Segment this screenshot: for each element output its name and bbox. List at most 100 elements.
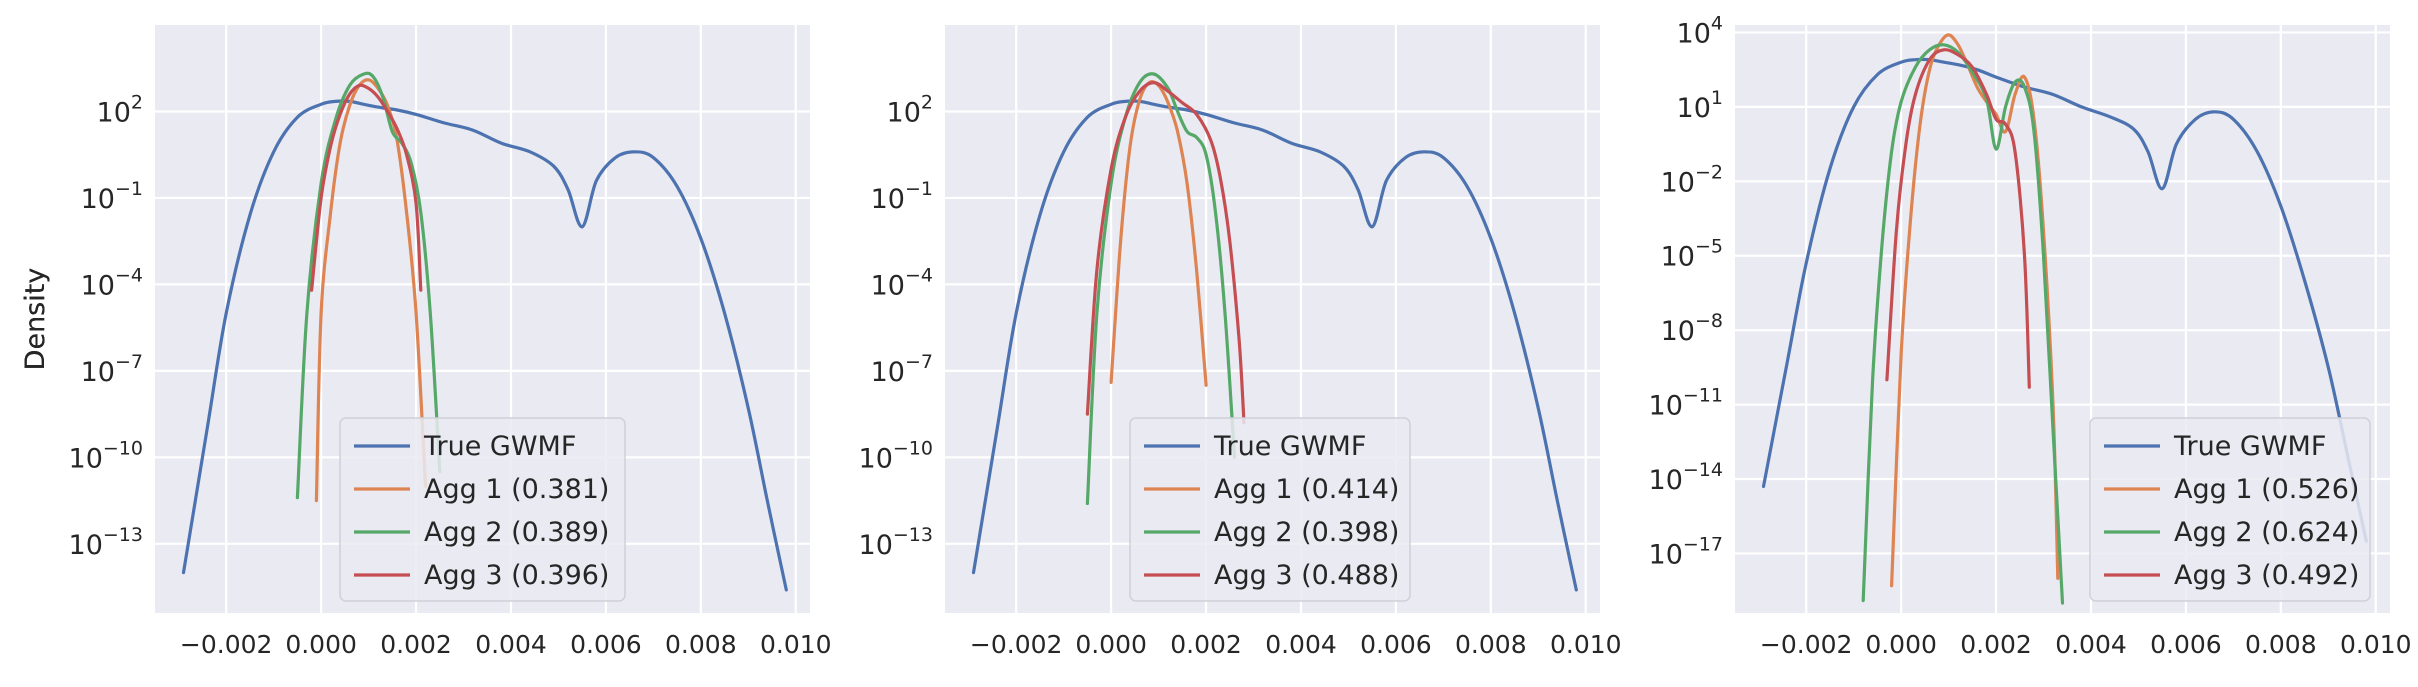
y-tick-base: 10 bbox=[1649, 539, 1683, 570]
subplot-1: −0.002 0.000 0.002 0.004 0.006 0.008 0.0101021… bbox=[20, 25, 832, 659]
y-tick-exponent: −14 bbox=[1683, 459, 1723, 481]
series-line-1 bbox=[314, 78, 428, 503]
y-tick-label: 10−10 bbox=[859, 437, 933, 474]
x-tick-label: −0.002 bbox=[1760, 630, 1853, 659]
x-tick-label: 0.000 bbox=[285, 630, 357, 659]
y-tick-exponent: 4 bbox=[1711, 12, 1723, 34]
legend-label: Agg 2 (0.398) bbox=[1214, 517, 1399, 548]
y-tick-label: 10−8 bbox=[1661, 310, 1723, 347]
y-tick-exponent: −1 bbox=[905, 178, 933, 200]
y-tick-base: 10 bbox=[1677, 18, 1711, 49]
y-tick-label: 101 bbox=[1677, 87, 1723, 124]
y-tick-exponent: 1 bbox=[1711, 87, 1723, 109]
y-axis-label: Density bbox=[20, 268, 51, 371]
x-tick-label: 0.008 bbox=[665, 630, 737, 659]
y-tick-exponent: −1 bbox=[115, 178, 143, 200]
legend: True GWMF Agg 1 (0.414) Agg 2 (0.398) Agg 3… bbox=[1129, 417, 1411, 602]
legend-box bbox=[2089, 417, 2371, 602]
y-tick-base: 10 bbox=[871, 270, 905, 301]
y-tick-label: 10−1 bbox=[81, 178, 143, 215]
series-line-2 bbox=[1861, 43, 2065, 605]
x-tick-label: 0.000 bbox=[1865, 630, 1937, 659]
x-tick-label: 0.008 bbox=[2245, 630, 2317, 659]
legend-label: Agg 1 (0.381) bbox=[424, 474, 609, 505]
y-tick-base: 10 bbox=[81, 357, 115, 388]
series-line-0 bbox=[971, 99, 1578, 592]
legend-label: Agg 2 (0.624) bbox=[2174, 517, 2359, 548]
y-tick-base: 10 bbox=[1649, 391, 1683, 422]
y-tick-exponent: −4 bbox=[905, 264, 933, 286]
series-line-3 bbox=[310, 83, 423, 292]
y-tick-label: 10−5 bbox=[1661, 236, 1723, 273]
legend-label: Agg 1 (0.414) bbox=[1214, 474, 1399, 505]
legend-label: True GWMF bbox=[423, 431, 576, 462]
series-line-0 bbox=[1761, 57, 2368, 543]
y-tick-exponent: −17 bbox=[1683, 533, 1723, 555]
y-tick-base: 10 bbox=[871, 357, 905, 388]
y-tick-exponent: −13 bbox=[893, 524, 933, 546]
x-tick-label: 0.006 bbox=[1360, 630, 1432, 659]
y-tick-exponent: −4 bbox=[115, 264, 143, 286]
y-tick-label: 10−4 bbox=[871, 264, 933, 301]
series-lines bbox=[181, 71, 788, 592]
x-tick-label: −0.002 bbox=[970, 630, 1063, 659]
x-tick-label: 0.004 bbox=[1265, 630, 1337, 659]
y-tick-label: 10−11 bbox=[1649, 385, 1723, 422]
legend-label: Agg 3 (0.488) bbox=[1214, 560, 1399, 591]
x-tick-label: 0.002 bbox=[1170, 630, 1242, 659]
y-tick-base: 10 bbox=[871, 184, 905, 215]
legend-label: True GWMF bbox=[2173, 431, 2326, 462]
x-tick-label: 0.002 bbox=[380, 630, 452, 659]
x-tick-label: 0.010 bbox=[1550, 630, 1622, 659]
y-tick-base: 10 bbox=[1649, 465, 1683, 496]
y-tick-label: 10−4 bbox=[81, 264, 143, 301]
legend-label: Agg 3 (0.492) bbox=[2174, 560, 2359, 591]
y-tick-label: 10−10 bbox=[69, 437, 143, 474]
y-tick-label: 104 bbox=[1677, 12, 1723, 49]
y-tick-label: 10−13 bbox=[69, 524, 143, 561]
x-tick-label: 0.004 bbox=[2055, 630, 2127, 659]
subplot-2: −0.002 0.000 0.002 0.004 0.006 0.008 0.0101021… bbox=[20, 25, 1622, 659]
x-tick-label: 0.002 bbox=[1960, 630, 2032, 659]
y-tick-base: 10 bbox=[1677, 93, 1711, 124]
y-tick-label: 10−17 bbox=[1649, 533, 1723, 570]
series-lines bbox=[971, 72, 1578, 592]
y-tick-label: 10−14 bbox=[1649, 459, 1723, 496]
legend-label: Agg 3 (0.396) bbox=[424, 560, 609, 591]
y-tick-base: 10 bbox=[69, 530, 103, 561]
y-tick-exponent: −7 bbox=[115, 351, 143, 373]
y-tick-base: 10 bbox=[887, 97, 921, 128]
series-line-3 bbox=[1085, 81, 1246, 425]
y-tick-exponent: −10 bbox=[893, 437, 933, 459]
y-tick-exponent: 2 bbox=[921, 91, 933, 113]
y-tick-label: 102 bbox=[887, 91, 933, 128]
legend-box bbox=[339, 417, 626, 602]
y-tick-exponent: −2 bbox=[1695, 161, 1723, 183]
y-tick-exponent: −7 bbox=[905, 351, 933, 373]
series-line-3 bbox=[1885, 48, 2031, 389]
y-tick-base: 10 bbox=[81, 184, 115, 215]
y-tick-base: 10 bbox=[1661, 316, 1695, 347]
x-tick-label: 0.000 bbox=[1075, 630, 1147, 659]
x-tick-label: 0.006 bbox=[570, 630, 642, 659]
subplot-3: −0.002 0.000 0.002 0.004 0.006 0.008 0.0101041… bbox=[20, 12, 2412, 659]
y-tick-label: 10−1 bbox=[871, 178, 933, 215]
legend-label: Agg 1 (0.526) bbox=[2174, 474, 2359, 505]
x-tick-label: −0.002 bbox=[180, 630, 273, 659]
y-axis-label: Density bbox=[20, 268, 51, 371]
y-tick-exponent: −10 bbox=[103, 437, 143, 459]
x-tick-label: 0.010 bbox=[760, 630, 832, 659]
x-tick-label: 0.008 bbox=[1455, 630, 1527, 659]
series-line-0 bbox=[181, 99, 788, 592]
y-tick-base: 10 bbox=[1661, 242, 1695, 273]
y-tick-exponent: 2 bbox=[131, 91, 143, 113]
y-tick-label: 10−7 bbox=[871, 351, 933, 388]
x-axis: −0.002 0.000 0.002 0.004 0.006 0.008 0.010 bbox=[180, 25, 832, 659]
y-tick-label: 10−2 bbox=[1661, 161, 1723, 198]
y-axis-label: Density bbox=[20, 268, 51, 371]
series-line-2 bbox=[295, 71, 442, 500]
y-tick-base: 10 bbox=[859, 443, 893, 474]
